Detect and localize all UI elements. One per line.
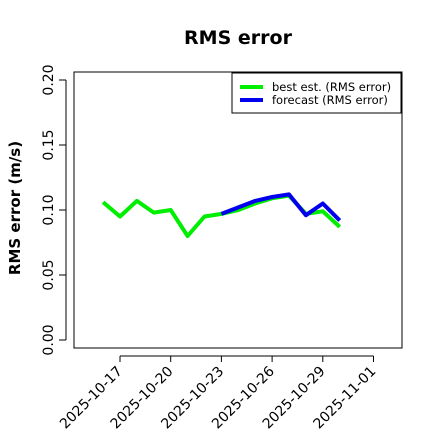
legend-entry: best est. (RMS error)	[272, 80, 391, 94]
series-layer	[101, 192, 342, 238]
y-axis-label: RMS error (m/s)	[6, 141, 24, 275]
y-tick-label: 0.00	[41, 324, 57, 355]
plot-area	[73, 71, 403, 349]
y-tick-label: 0.20	[41, 64, 57, 95]
y-tick-label: 0.10	[41, 194, 57, 225]
legend-entry: forecast (RMS error)	[272, 93, 388, 107]
y-tick-label: 0.15	[41, 129, 57, 160]
y-tick-label: 0.05	[41, 259, 57, 290]
chart-title: RMS error	[184, 27, 293, 49]
legend-box	[231, 72, 402, 114]
legend: best est. (RMS error)forecast (RMS error…	[231, 72, 402, 114]
y-axis: 0.00 0.05 0.10 0.15 0.20	[41, 64, 67, 356]
x-axis: 2025-10-172025-10-202025-10-232025-10-26…	[57, 355, 379, 432]
series-line-2	[220, 192, 342, 222]
